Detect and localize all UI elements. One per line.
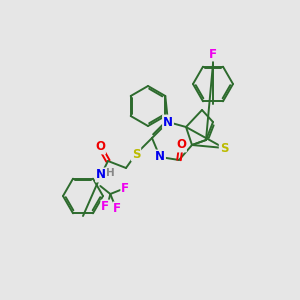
Text: F: F xyxy=(113,202,121,215)
Text: S: S xyxy=(220,142,228,154)
Text: H: H xyxy=(106,168,114,178)
Text: N: N xyxy=(163,116,173,128)
Text: F: F xyxy=(101,200,109,214)
Text: F: F xyxy=(121,182,129,196)
Text: N: N xyxy=(96,169,106,182)
Text: N: N xyxy=(155,151,165,164)
Text: O: O xyxy=(95,140,105,154)
Text: F: F xyxy=(209,47,217,61)
Text: S: S xyxy=(132,148,140,160)
Text: O: O xyxy=(176,139,186,152)
